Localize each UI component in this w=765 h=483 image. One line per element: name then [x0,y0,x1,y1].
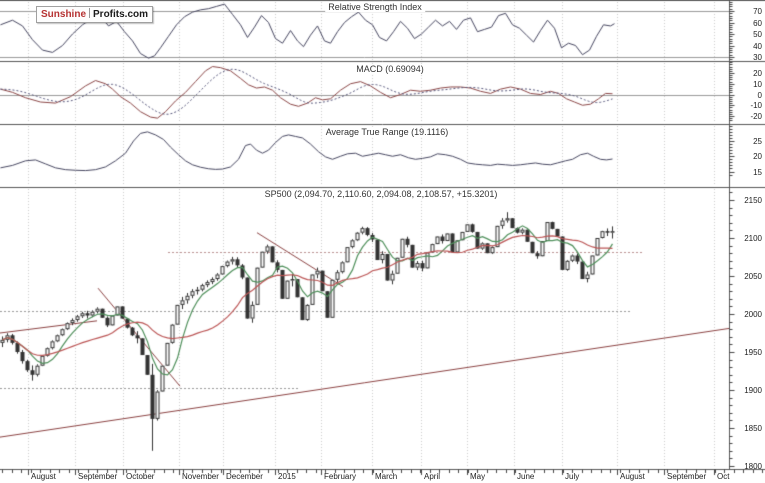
y-tick-label: -20 [750,112,762,121]
panel-title-macd: MACD (0.69094) [353,64,427,74]
y-tick-label: 15 [753,168,762,177]
x-tick-label: August [620,472,645,481]
y-tick-label: -10 [750,101,762,110]
x-tick-label: February [324,472,357,481]
x-tick-label: September [78,472,118,481]
y-tick-label: 70 [753,7,762,16]
x-tick-label: November [182,472,219,481]
y-tick-label: 60 [753,19,762,28]
x-tick-label: June [517,472,535,481]
x-tick-label: Oct [717,472,730,481]
y-tick-label: 1850 [744,424,762,433]
x-tick-label: August [31,472,56,481]
x-tick-label: July [565,472,580,481]
logo-sunshine: Sunshine [41,9,87,20]
y-tick-label: 2000 [744,310,762,319]
x-tick-label: December [226,472,263,481]
y-tick-label: 20 [753,69,762,78]
y-tick-label: 0 [757,91,762,100]
x-tick-label: April [424,472,441,481]
logo-profits: Profits.com [93,9,149,20]
y-tick-label: 1800 [744,462,762,471]
y-tick-label: 10 [753,80,762,89]
y-tick-label: 2150 [744,196,762,205]
y-tick-label: 30 [753,53,762,62]
panel-title-sp500: SP500 (2,094.70, 2,110.60, 2,094.08, 2,1… [261,189,501,199]
panel-title-atr: Average True Range (19.1116) [322,127,452,137]
panel-title-rsi: Relative Strength Index [325,2,425,12]
y-tick-label: 1950 [744,348,762,357]
x-tick-label: October [126,472,155,481]
y-tick-label: 25 [753,137,762,146]
logo-divider [89,8,91,18]
y-tick-label: 2050 [744,272,762,281]
x-tick-label: September [667,472,707,481]
y-tick-label: 20 [753,152,762,161]
y-tick-label: 1900 [744,386,762,395]
logo[interactable]: Sunshine Profits.com [36,6,154,23]
y-tick-label: 50 [753,30,762,39]
y-tick-label: 40 [753,42,762,51]
x-tick-label: May [470,472,486,481]
x-tick-label: March [375,472,398,481]
y-tick-label: 2100 [744,234,762,243]
x-tick-label: 2015 [278,472,296,481]
